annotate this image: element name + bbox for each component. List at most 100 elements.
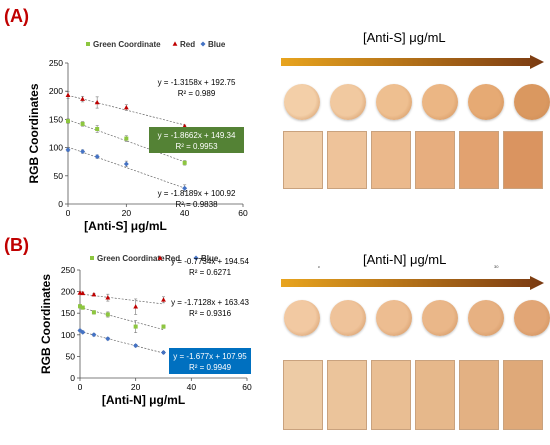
arrow-title-anti-n: [Anti-N] μg/mL (363, 252, 447, 267)
arrow-shape-a (281, 55, 544, 69)
r-squared-text: R² = 0.9838 (175, 200, 218, 209)
legend-label: Blue (201, 254, 219, 263)
r-squared-text: R² = 0.9949 (189, 363, 232, 372)
data-point (182, 160, 187, 165)
data-point (91, 310, 96, 315)
x-axis-label: [Anti-S] μg/mL (84, 219, 167, 233)
equation-text: y = -0.7734x + 194.54 (171, 257, 249, 266)
data-point (77, 327, 83, 333)
data-point (182, 123, 188, 128)
y-tick-label: 50 (54, 171, 64, 181)
legend-label: Green Coordinate (93, 40, 161, 49)
equation-text: y = -1.7128x + 163.43 (171, 298, 249, 307)
data-point (105, 295, 111, 300)
color-circle-swatch (422, 84, 458, 120)
data-point (123, 161, 129, 167)
color-rect-swatch (327, 131, 367, 189)
data-point (95, 126, 100, 131)
color-rect-swatch (503, 360, 543, 430)
y-tick-label: 100 (61, 330, 75, 340)
color-circle-swatch (284, 300, 320, 336)
x-tick-label: 0 (66, 208, 71, 218)
x-tick-label: 20 (131, 382, 141, 392)
r-squared-text: R² = 0.6271 (189, 268, 232, 277)
equation-highlight-box (169, 348, 251, 374)
color-circle-swatch (468, 300, 504, 336)
data-point (80, 290, 86, 296)
y-axis-label: RGB Coordinates (39, 274, 53, 374)
data-point (133, 304, 139, 309)
y-tick-label: 200 (49, 86, 63, 96)
trendline (67, 119, 185, 163)
data-point (80, 96, 85, 101)
legend-marker (200, 41, 206, 47)
data-point (80, 329, 86, 335)
legend-label: Green Coordinate (97, 254, 165, 263)
color-circle-swatch (514, 300, 550, 336)
color-circle-swatch (468, 84, 504, 120)
color-rect-swatch (503, 131, 543, 189)
x-tick-label: 40 (187, 382, 197, 392)
equation-text: y = -1.3158x + 192.75 (158, 78, 236, 87)
data-point (161, 297, 166, 302)
data-point (91, 292, 97, 297)
equation-text: y = -1.8662x + 149.34 (158, 131, 236, 140)
legend-marker (86, 42, 90, 46)
legend-marker (193, 255, 199, 261)
equation-highlight-box (149, 127, 244, 153)
r-squared-text: R² = 0.9316 (189, 309, 232, 318)
color-rect-swatch (327, 360, 367, 430)
data-point (94, 154, 100, 160)
y-tick-label: 250 (61, 265, 75, 275)
x-tick-label: 60 (238, 208, 248, 218)
chart-anti-n: 0 50 100 150 200 250 0 20 40 60 [Anti-N] μg/mL RGB … (39, 254, 252, 407)
panel-b-label: (B) (4, 235, 29, 255)
color-circle-swatch (376, 300, 412, 336)
arrow-shape-b (281, 276, 544, 290)
arrow-title-anti-s: [Anti-S] μg/mL (363, 30, 446, 45)
legend-marker (172, 41, 178, 46)
chart-anti-s: 0 50 100 150 200 250 0 20 40 60 [Anti-S] μg/mL RGB … (27, 40, 248, 233)
y-axis-label: RGB Coordinates (27, 83, 41, 183)
y-tick-label: 100 (49, 143, 63, 153)
tiny-mark-c: c (318, 264, 320, 269)
legend-label: Red (165, 254, 180, 263)
x-tick-label: 20 (122, 208, 132, 218)
data-point (124, 136, 129, 141)
color-circle-swatch (284, 84, 320, 120)
color-circle-swatch (330, 300, 366, 336)
color-rect-swatch (371, 131, 411, 189)
r-squared-text: R² = 0.989 (178, 89, 216, 98)
trendline (67, 146, 185, 189)
data-point (80, 149, 86, 155)
y-tick-label: 50 (66, 351, 76, 361)
data-point (161, 324, 166, 329)
r-squared-text: R² = 0.9953 (175, 142, 218, 151)
x-tick-label: 60 (242, 382, 252, 392)
data-point (182, 185, 188, 191)
data-point (133, 343, 139, 349)
data-point (123, 104, 129, 110)
data-point (77, 290, 83, 295)
data-point (94, 99, 100, 105)
y-tick-label: 150 (61, 308, 75, 318)
equation-text: y = -1.8189x + 100.92 (158, 189, 236, 198)
y-tick-label: 150 (49, 114, 63, 124)
color-circle-swatch (422, 300, 458, 336)
color-circle-swatch (376, 84, 412, 120)
color-rect-swatch (459, 131, 499, 189)
data-point (105, 336, 111, 342)
legend-marker (157, 255, 163, 260)
x-axis-label: [Anti-N] μg/mL (102, 393, 185, 407)
color-circle-swatch (514, 84, 550, 120)
data-point (65, 147, 71, 153)
color-rect-swatch (459, 360, 499, 430)
tiny-mark-30: 30 (494, 264, 499, 269)
equation-text: y = -1.677x + 107.95 (173, 352, 247, 361)
data-point (91, 332, 97, 338)
data-point (66, 119, 70, 124)
panel-a-label: (A) (4, 6, 29, 26)
data-point (80, 305, 85, 310)
color-circle-swatch (330, 84, 366, 120)
legend-marker (90, 256, 94, 260)
